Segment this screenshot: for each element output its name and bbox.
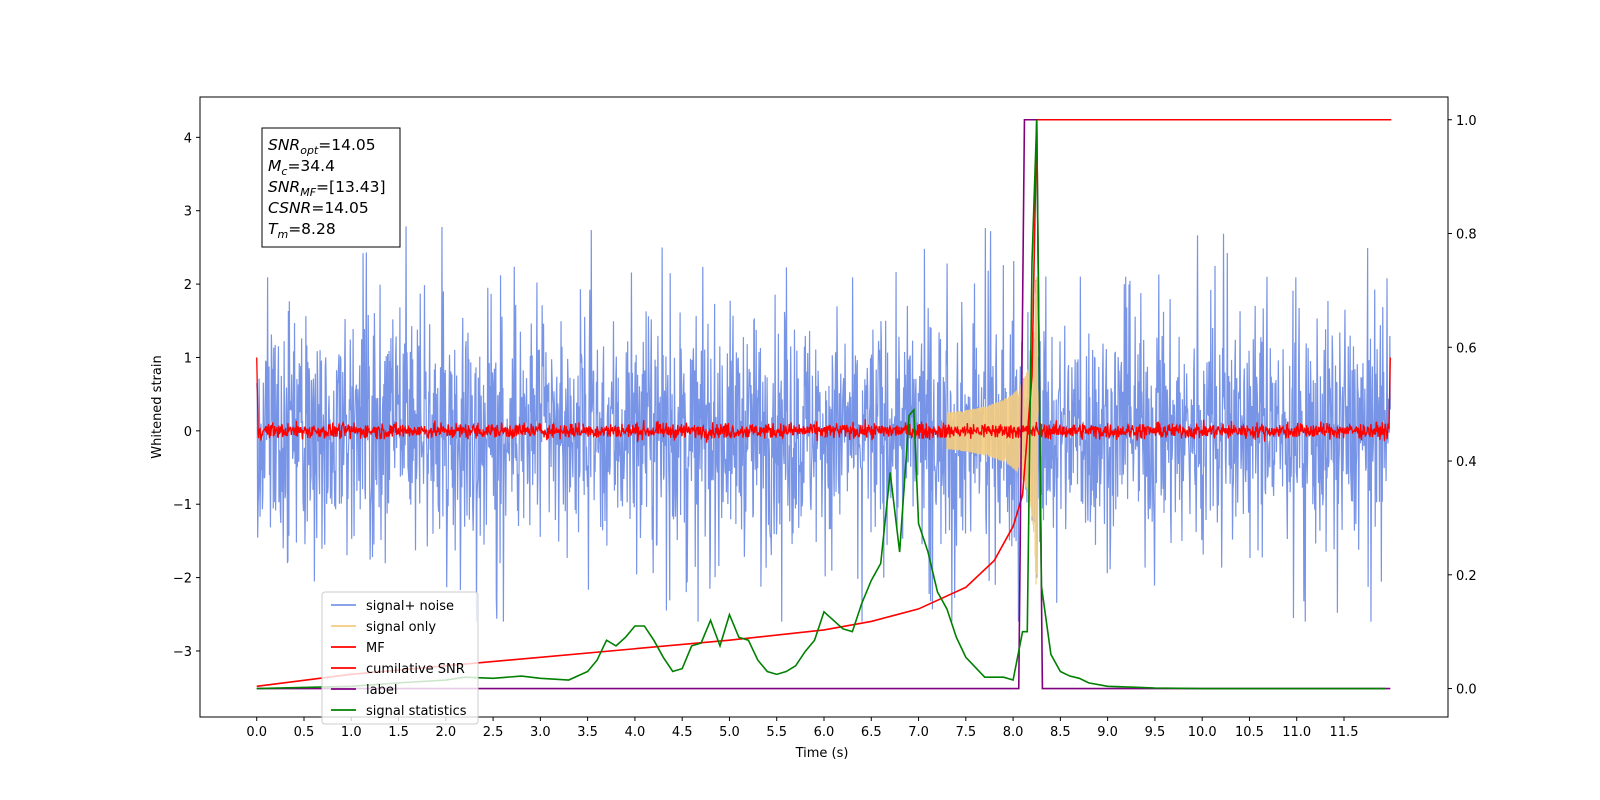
x-tick-label: 8.0	[1003, 725, 1024, 740]
y2-tick-label: 0.2	[1456, 569, 1477, 584]
y-tick-label: 0	[184, 425, 192, 440]
legend: signal+ noise signal only MF cumilative SNR…	[321, 591, 479, 725]
legend-label: MF	[366, 641, 385, 656]
x-tick-label: 6.5	[861, 725, 882, 740]
y-tick-label: −2	[173, 572, 192, 587]
y2-tick-label: 0.8	[1456, 228, 1477, 243]
series-cumulative-snr-line	[256, 118, 1392, 688]
y2-tick-label: 0.0	[1456, 683, 1477, 698]
x-tick-label: 0.0	[246, 725, 267, 740]
x-tick-label: 1.5	[388, 725, 409, 740]
legend-label: signal only	[366, 620, 436, 635]
x-tick-label: 9.5	[1145, 725, 1166, 740]
y-tick-label: 1	[184, 351, 192, 366]
legend-label: signal+ noise	[366, 599, 454, 614]
info-line: Tm=8.28	[268, 220, 336, 241]
x-tick-label: 5.0	[719, 725, 740, 740]
x-tick-label: 3.0	[530, 725, 551, 740]
x-tick-label: 7.5	[955, 725, 976, 740]
x-tick-label: 5.5	[766, 725, 787, 740]
info-line: CSNR=14.05	[268, 199, 369, 217]
y-tick-label: 3	[184, 205, 192, 220]
x-tick-label: 2.5	[483, 725, 504, 740]
y2-tick-label: 0.4	[1456, 455, 1477, 470]
y-tick-label: −1	[173, 498, 192, 513]
x-tick-label: 7.0	[908, 725, 929, 740]
y-tick-label: −3	[173, 645, 192, 660]
y-tick-label: 4	[184, 131, 192, 146]
series-signal-noise-line	[256, 226, 1391, 622]
x-axis-label: Time (s)	[795, 746, 849, 761]
x-tick-label: 8.5	[1050, 725, 1071, 740]
info-line: SNRopt=14.05	[268, 136, 376, 157]
x-tick-label: 4.5	[672, 725, 693, 740]
y2-tick-label: 0.6	[1456, 341, 1477, 356]
series-signal-statistics-line	[256, 119, 1386, 690]
x-tick-label: 3.5	[577, 725, 598, 740]
x-tick-label: 1.0	[341, 725, 362, 740]
x-tick-label: 10.0	[1188, 725, 1217, 740]
series-label-line	[256, 118, 1391, 690]
legend-frame	[321, 591, 479, 725]
x-tick-label: 10.5	[1235, 725, 1264, 740]
info-box-frame	[261, 127, 401, 248]
info-line: Mc=34.4	[268, 157, 335, 178]
series-mf-line	[256, 357, 1391, 444]
x-tick-label: 4.0	[625, 725, 646, 740]
legend-label: signal statistics	[366, 704, 467, 719]
x-tick-label: 11.0	[1282, 725, 1311, 740]
x-tick-label: 6.0	[814, 725, 835, 740]
info-box: SNRopt=14.05Mc=34.4SNRMF=[13.43]CSNR=14.…	[261, 127, 401, 248]
x-tick-label: 9.0	[1097, 725, 1118, 740]
y-axis-label: Whitened strain	[150, 355, 165, 458]
legend-label: cumilative SNR	[366, 662, 465, 677]
info-line: SNRMF=[13.43]	[268, 178, 386, 199]
x-tick-label: 11.5	[1330, 725, 1359, 740]
x-tick-label: 0.5	[294, 725, 315, 740]
x-tick-label: 2.0	[435, 725, 456, 740]
y2-tick-label: 1.0	[1456, 114, 1477, 129]
legend-label: label	[366, 683, 397, 698]
y-tick-label: 2	[184, 278, 192, 293]
